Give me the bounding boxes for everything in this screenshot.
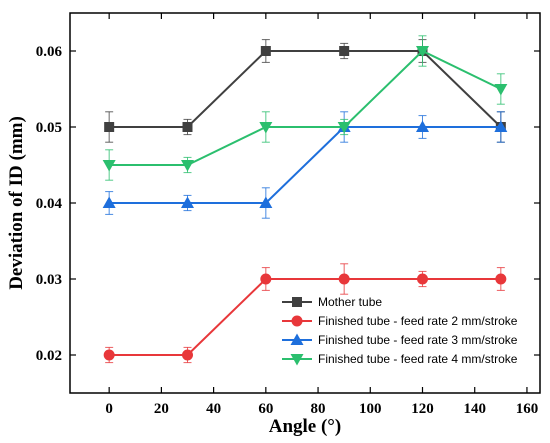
data-point [102, 160, 116, 172]
x-tick-label: 80 [311, 401, 326, 417]
legend-marker [291, 315, 303, 327]
y-tick-label: 0.06 [36, 44, 63, 60]
data-point [181, 160, 194, 172]
data-point [182, 122, 193, 132]
series-4 [102, 35, 508, 181]
series-3 [102, 111, 508, 219]
data-point [495, 273, 507, 285]
data-point [494, 120, 508, 132]
y-axis-title: Deviation of ID (mm) [6, 116, 27, 290]
data-point [494, 84, 508, 96]
x-tick-label: 0 [105, 401, 113, 417]
data-point [259, 122, 273, 134]
data-point [260, 273, 272, 285]
legend-label: Finished tube - feed rate 2 mm/stroke [318, 314, 518, 328]
series-2 [103, 263, 507, 364]
x-axis-title: Angle (°) [269, 416, 342, 437]
y-tick-label: 0.04 [36, 196, 63, 212]
legend-marker [292, 297, 302, 307]
y-tick-label: 0.05 [36, 120, 62, 136]
x-tick-label: 100 [359, 401, 382, 417]
data-point [103, 349, 115, 361]
data-point [259, 196, 273, 208]
legend-label: Mother tube [318, 295, 382, 309]
data-point [182, 349, 193, 361]
legend-marker [290, 333, 304, 345]
data-point [338, 273, 350, 285]
series-line [109, 49, 502, 166]
legend-label: Finished tube - feed rate 3 mm/stroke [318, 333, 518, 347]
data-point [416, 46, 429, 58]
data-point [337, 122, 351, 134]
y-tick-label: 0.02 [36, 348, 62, 364]
x-tick-label: 120 [411, 401, 434, 417]
data-point [102, 196, 116, 208]
data-point [339, 46, 350, 56]
data-point [417, 273, 428, 285]
data-point [260, 46, 271, 56]
data-point [416, 120, 429, 132]
x-tick-label: 20 [154, 401, 169, 417]
legend-label: Finished tube - feed rate 4 mm/stroke [318, 352, 518, 366]
legend-marker [290, 354, 304, 366]
x-tick-label: 60 [258, 401, 273, 417]
x-tick-label: 160 [516, 401, 539, 417]
legend: Mother tube Finished tube - feed rate 2 m… [282, 295, 518, 366]
y-tick-label: 0.03 [36, 272, 62, 288]
x-tick-label: 140 [463, 401, 486, 417]
series-line [109, 50, 502, 128]
series-line [109, 278, 501, 356]
data-point [104, 122, 115, 132]
series-line [109, 126, 501, 204]
x-tick-label: 40 [206, 401, 221, 417]
ticks: 0 20 40 60 80 100 120 140 160 0.02 0.03 0.04 0.05 0.0… [36, 13, 540, 417]
data-point [181, 196, 194, 208]
series-layer [102, 35, 508, 364]
